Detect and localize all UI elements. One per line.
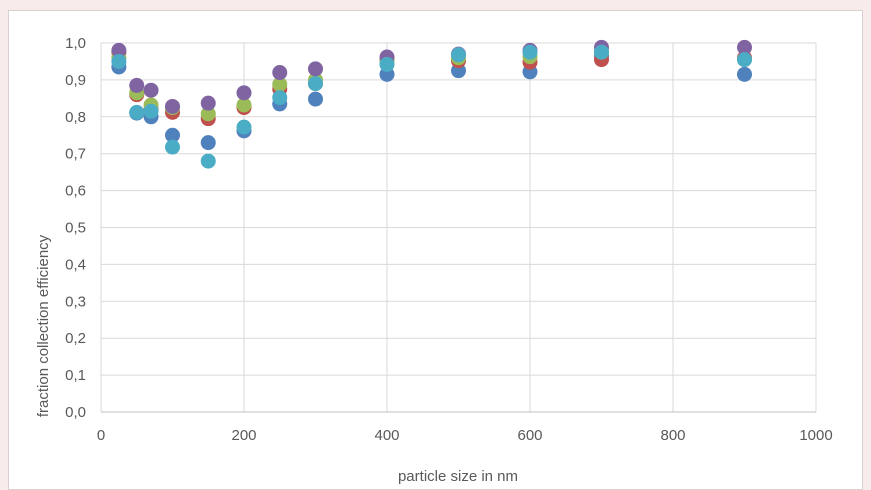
data-point-series-5 [165, 140, 180, 155]
data-point-series-5 [237, 120, 252, 135]
data-points [111, 40, 752, 169]
y-tick-label: 0,2 [65, 330, 86, 347]
y-tick-label: 0,4 [65, 256, 86, 273]
y-tick-label: 0,6 [65, 183, 86, 200]
x-tick-label: 400 [374, 427, 399, 444]
x-tick-label: 800 [660, 427, 685, 444]
y-tick-label: 0,1 [65, 367, 86, 384]
x-tick-label: 200 [231, 427, 256, 444]
y-tick-label: 0,8 [65, 109, 86, 126]
data-point-series-4 [129, 78, 144, 93]
data-point-series-5 [308, 76, 323, 91]
data-point-series-4 [237, 85, 252, 100]
data-point-series-4 [165, 99, 180, 114]
data-point-series-5 [272, 90, 287, 105]
y-tick-label: 0,5 [65, 220, 86, 237]
data-point-series-5 [144, 104, 159, 119]
data-point-series-5 [737, 52, 752, 67]
y-tick-label: 0,3 [65, 293, 86, 310]
data-point-series-4 [272, 65, 287, 80]
y-axis-title: fraction collection efficiency [35, 234, 52, 417]
data-point-series-5 [129, 105, 144, 120]
data-point-series-5 [451, 47, 466, 62]
x-tick-label: 0 [97, 427, 105, 444]
data-point-series-5 [380, 57, 395, 72]
x-tick-label: 600 [517, 427, 542, 444]
y-tick-label: 0,0 [65, 404, 86, 421]
data-point-series-5 [111, 54, 126, 69]
x-tick-label: 1000 [799, 427, 832, 444]
y-tick-labels: 0,0 0,1 0,2 0,3 0,4 0,5 0,6 0,7 0,8 0,9 1,0 [65, 35, 86, 421]
x-tick-labels: 0 200 400 600 800 1000 [97, 427, 833, 444]
data-point-series-5 [594, 45, 609, 60]
data-point-series-1 [201, 135, 216, 150]
y-tick-label: 0,9 [65, 72, 86, 89]
data-point-series-4 [308, 61, 323, 76]
data-point-series-1 [308, 92, 323, 107]
y-tick-label: 0,7 [65, 146, 86, 163]
x-axis-title: particle size in nm [398, 468, 518, 485]
y-tick-label: 1,0 [65, 35, 86, 52]
data-point-series-5 [201, 154, 216, 169]
data-point-series-4 [144, 83, 159, 98]
data-point-series-1 [737, 67, 752, 82]
data-point-series-4 [201, 96, 216, 111]
data-point-series-5 [523, 45, 538, 60]
